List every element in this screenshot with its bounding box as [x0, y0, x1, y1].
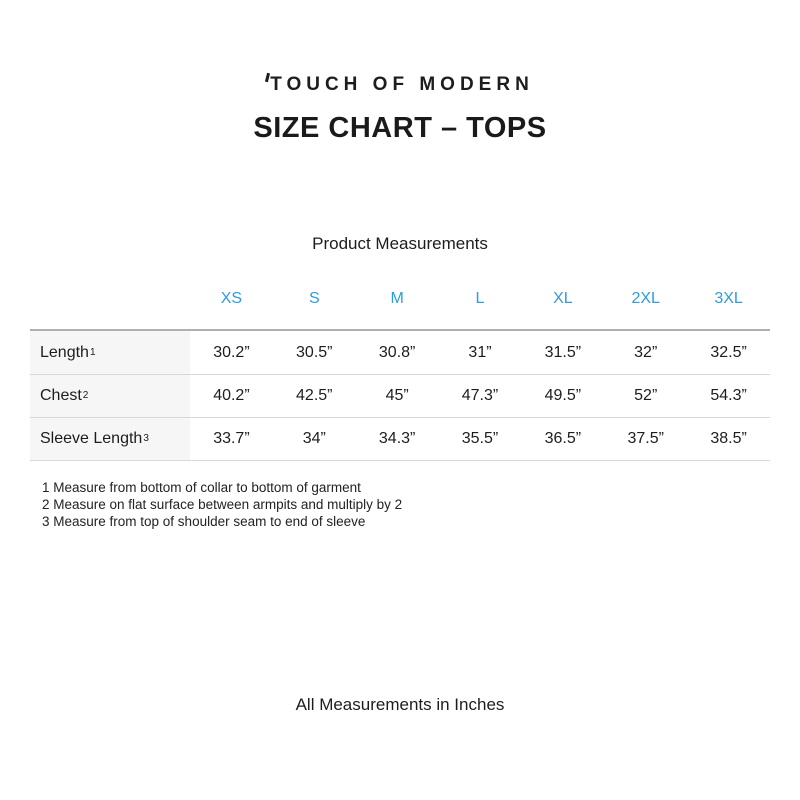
measurement-value: 31.5” — [544, 343, 582, 361]
row-label-text: Length — [40, 343, 89, 361]
row-label-text: Chest — [40, 387, 82, 404]
footnote-3: 3 Measure from top of shoulder seam to e… — [42, 514, 366, 529]
brand-logo: TOUCH OF MODERN — [0, 72, 800, 96]
size-table: XS S M L XL 2XL 3XL Length 1 30.2” 30.5” … — [30, 283, 770, 461]
measurement-value: 30.8” — [378, 343, 416, 361]
size-column-header-2xl: 2XL — [631, 290, 660, 307]
measurement-value: 45” — [385, 387, 409, 404]
size-column-header-3xl: 3XL — [714, 290, 743, 307]
measurement-value: 47.3” — [461, 387, 499, 404]
size-header-row: XS S M L XL 2XL 3XL — [30, 283, 770, 315]
footnote-1: 1 Measure from bottom of collar to botto… — [42, 480, 361, 495]
size-column-header-m: M — [390, 290, 404, 307]
measurement-value: 32.5” — [710, 343, 747, 361]
measurement-value: 54.3” — [710, 387, 747, 404]
row-label-text: Sleeve Length — [40, 430, 143, 447]
footnotes: 1 Measure from bottom of collar to botto… — [42, 479, 402, 530]
measurement-value: 38.5” — [710, 430, 747, 447]
measurement-value: 34” — [302, 430, 326, 447]
measurement-value: 31” — [468, 343, 492, 361]
table-row-sleeve-length: Sleeve Length 3 33.7” 34” 34.3” 35.5” 36.… — [30, 417, 770, 460]
measurement-value: 52” — [634, 387, 658, 404]
page-title: SIZE CHART – TOPS — [253, 112, 547, 144]
measurement-value: 42.5” — [296, 387, 333, 404]
measurement-value: 30.2” — [213, 343, 250, 361]
measurement-value: 36.5” — [544, 430, 582, 447]
row-label-length: Length 1 — [30, 331, 190, 374]
brand-name: TOUCH OF MODERN — [270, 74, 534, 95]
units-note: All Measurements in Inches — [295, 695, 505, 714]
footnote-2: 2 Measure on flat surface between armpit… — [42, 497, 403, 512]
measurement-value: 37.5” — [627, 430, 664, 447]
measurement-value: 33.7” — [213, 430, 250, 447]
size-table-body: Length 1 30.2” 30.5” 30.8” 31” 31.5” 32” … — [30, 329, 770, 461]
measurement-value: 30.5” — [296, 343, 333, 361]
size-column-header-s: S — [308, 290, 320, 307]
measurement-value: 34.3” — [378, 430, 416, 447]
table-row-chest: Chest 2 40.2” 42.5” 45” 47.3” 49.5” 52” 5… — [30, 374, 770, 417]
measurement-value: 32” — [634, 343, 658, 361]
table-row-length: Length 1 30.2” 30.5” 30.8” 31” 31.5” 32” … — [30, 331, 770, 374]
size-column-header-l: L — [475, 290, 485, 307]
table-caption: Product Measurements — [312, 234, 488, 253]
size-column-header-xl: XL — [553, 290, 573, 307]
measurement-value: 40.2” — [213, 387, 250, 404]
size-column-header-xs: XS — [220, 290, 243, 307]
measurement-value: 49.5” — [544, 387, 582, 404]
row-label-chest: Chest 2 — [30, 375, 190, 417]
row-label-sleeve-length: Sleeve Length 3 — [30, 418, 190, 460]
measurement-value: 35.5” — [461, 430, 499, 447]
